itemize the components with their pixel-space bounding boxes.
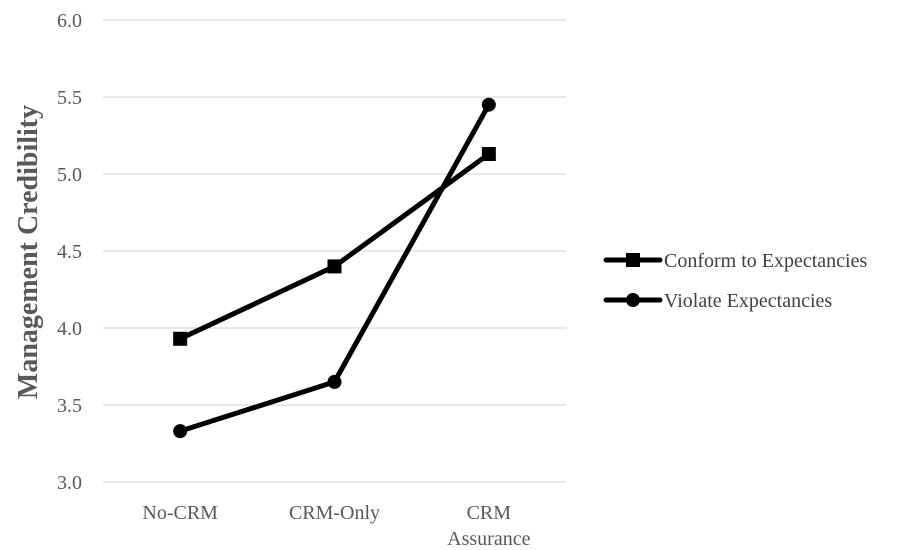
legend-square-marker <box>626 253 640 267</box>
gridlines <box>103 19 566 483</box>
legend-label: Violate Expectancies <box>664 290 832 312</box>
x-tick-label-line: CRM-Only <box>289 502 380 524</box>
y-axis-label: Management Credibility <box>13 105 44 399</box>
circle-marker <box>173 424 188 439</box>
circle-marker <box>481 97 496 112</box>
square-marker <box>327 259 342 274</box>
y-axis-ticks: 3.0 3.5 4.0 4.5 5.0 5.5 6.0 <box>57 10 82 494</box>
legend-circle-marker <box>626 293 640 307</box>
legend-entry: Violate Expectancies <box>603 290 832 312</box>
x-tick-label-line: CRM <box>467 502 512 524</box>
x-axis-ticks: No-CRM CRM-Only CRM Assurance <box>142 502 530 550</box>
x-tick-label: CRM-Only <box>289 502 380 524</box>
series-line <box>177 151 492 342</box>
legend-entry: Conform to Expectancies <box>603 250 867 272</box>
square-marker <box>481 146 496 161</box>
y-tick-label: 6.0 <box>57 10 82 32</box>
legend-label: Conform to Expectancies <box>664 250 867 272</box>
series-conform <box>173 146 496 346</box>
y-tick-label: 4.0 <box>57 318 82 340</box>
x-tick-label-line: No-CRM <box>142 502 218 524</box>
legend: Conform to Expectancies Violate Expectanc… <box>603 250 867 312</box>
x-tick-label-line: Assurance <box>447 528 530 550</box>
square-marker <box>173 331 188 346</box>
series-layer <box>173 97 496 439</box>
series-violate <box>173 97 496 439</box>
circle-marker <box>327 374 342 389</box>
x-tick-label: CRM Assurance <box>447 502 530 550</box>
y-tick-label: 3.5 <box>57 395 82 417</box>
y-tick-label: 5.0 <box>57 164 82 186</box>
y-tick-label: 4.5 <box>57 241 82 263</box>
y-tick-label: 3.0 <box>57 472 82 494</box>
y-tick-label: 5.5 <box>57 87 82 109</box>
x-tick-label: No-CRM <box>142 502 218 524</box>
